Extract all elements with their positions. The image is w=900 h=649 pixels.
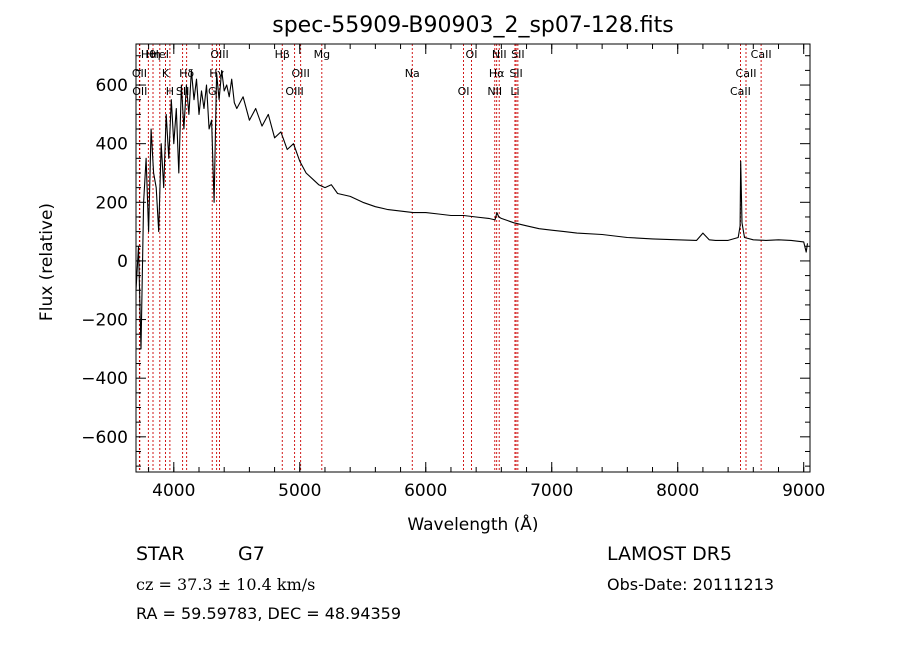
y-axis-label: Flux (relative) bbox=[37, 203, 57, 321]
line-marker-label: CaII bbox=[751, 48, 772, 61]
chart-title: spec-55909-B90903_2_sp07-128.fits bbox=[272, 13, 674, 38]
line-marker-label: OI bbox=[458, 85, 470, 98]
y-tick-label: 400 bbox=[96, 135, 128, 155]
plot-frame bbox=[135, 43, 811, 473]
line-marker-label: SII bbox=[509, 67, 522, 80]
object-subclass: G7 bbox=[238, 543, 265, 565]
y-tick-label: −600 bbox=[81, 428, 128, 448]
line-marker-label: OIII bbox=[291, 67, 309, 80]
line-marker-label: CaII bbox=[736, 67, 757, 80]
line-marker-label: OII bbox=[132, 67, 147, 80]
coordinates: RA = 59.59783, DEC = 48.94359 bbox=[136, 604, 401, 623]
line-marker-label: CaII bbox=[730, 85, 751, 98]
line-marker-label: Hα bbox=[489, 67, 505, 80]
spectral-line-markers bbox=[138, 44, 762, 472]
line-marker-label: HeI bbox=[151, 48, 169, 61]
x-tick-label: 9000 bbox=[782, 481, 825, 501]
line-marker-label: SII bbox=[511, 48, 524, 61]
y-tick-label: 200 bbox=[96, 193, 128, 213]
x-tick-label: 4000 bbox=[152, 481, 195, 501]
line-marker-label: Hη bbox=[145, 48, 160, 61]
survey-label: LAMOST DR5 bbox=[607, 543, 732, 565]
x-tick-label: 6000 bbox=[404, 481, 447, 501]
line-marker-label: Na bbox=[405, 67, 420, 80]
line-marker-label: OIII bbox=[285, 85, 303, 98]
y-tick-label: −200 bbox=[81, 311, 128, 331]
line-marker-label: H bbox=[166, 85, 174, 98]
line-marker-label: K bbox=[162, 67, 170, 80]
line-marker-label: Hβ bbox=[275, 48, 290, 61]
y-tick-label: 600 bbox=[96, 76, 128, 96]
y-tick-label: −400 bbox=[81, 369, 128, 389]
x-axis-ticks: 4000 5000 6000 7000 8000 9000 bbox=[148, 44, 825, 501]
line-marker-label: Hθ bbox=[141, 48, 156, 61]
redshift-cz: cz = 37.3 ± 10.4 km/s bbox=[136, 575, 315, 594]
obs-date: Obs-Date: 20111213 bbox=[607, 575, 774, 594]
line-marker-label: G bbox=[208, 85, 217, 98]
y-tick-label: 0 bbox=[117, 252, 128, 272]
line-marker-label: NII bbox=[492, 48, 507, 61]
object-class: STAR bbox=[136, 543, 184, 565]
y-axis-ticks: −600 −400 −200 0 200 400 600 bbox=[81, 55, 810, 467]
x-tick-label: 8000 bbox=[656, 481, 699, 501]
x-tick-label: 5000 bbox=[278, 481, 321, 501]
x-tick-label: 7000 bbox=[530, 481, 573, 501]
line-marker-label: NII bbox=[487, 85, 502, 98]
line-marker-label: Li bbox=[510, 85, 519, 98]
line-marker-label: OII bbox=[132, 85, 147, 98]
x-axis-label: Wavelength (Å) bbox=[407, 513, 538, 535]
line-marker-label: Mg bbox=[314, 48, 330, 61]
line-marker-label: OIII bbox=[210, 48, 228, 61]
line-marker-label: OI bbox=[466, 48, 478, 61]
spectrum-line bbox=[135, 69, 809, 350]
